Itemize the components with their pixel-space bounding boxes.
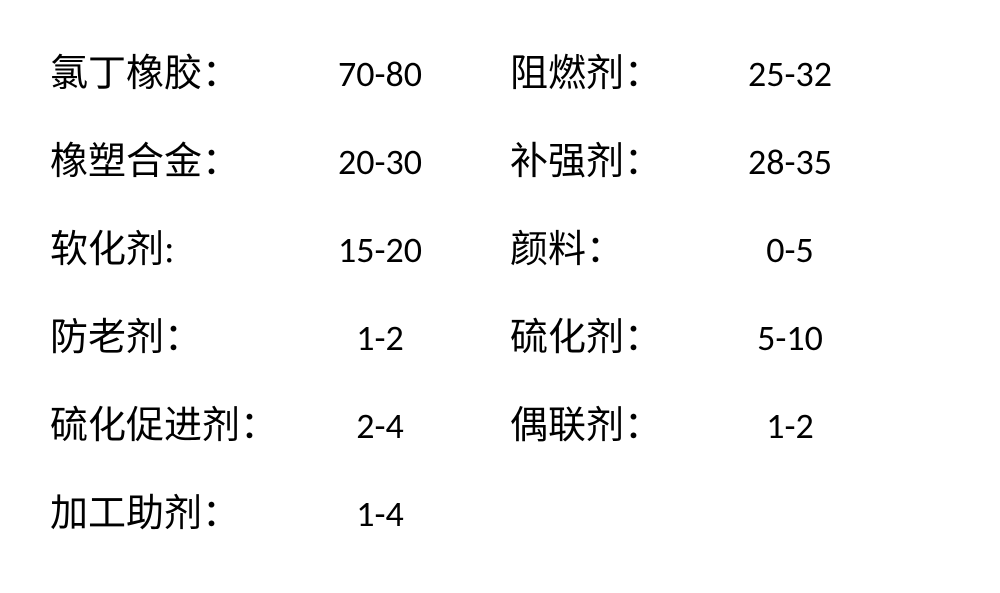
ingredient-label: 补强剂：: [510, 141, 662, 183]
ingredient-value: 1-4: [356, 492, 404, 536]
ingredient-label: 偶联剂：: [510, 405, 662, 447]
label-cell: [480, 470, 690, 558]
label-cell: 硫化剂：: [480, 294, 690, 382]
table-row: 软化剂: 15-20 颜料： 0-5: [50, 206, 950, 294]
ingredient-label: 阻燃剂：: [510, 53, 662, 95]
value-cell: 2-4: [280, 382, 480, 470]
label-cell: 阻燃剂：: [480, 30, 690, 118]
value-cell: 1-2: [690, 382, 890, 470]
table-row: 氯丁橡胶： 70-80 阻燃剂： 25-32: [50, 30, 950, 118]
table-row: 加工助剂： 1-4: [50, 470, 950, 558]
ingredient-label: 橡塑合金：: [50, 141, 240, 183]
ingredient-label: 防老剂：: [50, 317, 202, 359]
ingredient-label: 氯丁橡胶：: [50, 53, 240, 95]
label-cell: 偶联剂：: [480, 382, 690, 470]
ingredient-label: 加工助剂：: [50, 493, 240, 535]
ingredient-label: 硫化剂：: [510, 317, 662, 359]
ingredient-value: 20-30: [338, 140, 422, 184]
label-cell: 加工助剂：: [50, 470, 280, 558]
value-cell: 0-5: [690, 206, 890, 294]
ingredient-value: 15-20: [338, 228, 422, 272]
ingredient-value: 5-10: [757, 316, 823, 360]
label-cell: 补强剂：: [480, 118, 690, 206]
label-cell: 硫化促进剂：: [50, 382, 280, 470]
label-cell: 软化剂:: [50, 206, 280, 294]
table-row: 硫化促进剂： 2-4 偶联剂： 1-2: [50, 382, 950, 470]
ingredient-value: 1-2: [356, 316, 404, 360]
value-cell: 25-32: [690, 30, 890, 118]
value-cell: [690, 470, 890, 558]
value-cell: 15-20: [280, 206, 480, 294]
ingredient-label: 颜料：: [510, 229, 624, 271]
ingredient-label: 软化剂:: [50, 229, 175, 271]
table-row: 防老剂： 1-2 硫化剂： 5-10: [50, 294, 950, 382]
label-cell: 防老剂：: [50, 294, 280, 382]
value-cell: 1-4: [280, 470, 480, 558]
ingredient-table: 氯丁橡胶： 70-80 阻燃剂： 25-32 橡塑合金： 20-30 补强剂： …: [50, 30, 950, 558]
value-cell: 5-10: [690, 294, 890, 382]
label-cell: 颜料：: [480, 206, 690, 294]
value-cell: 1-2: [280, 294, 480, 382]
ingredient-value: 70-80: [338, 52, 422, 96]
ingredient-value: 0-5: [766, 228, 814, 272]
ingredient-label: 硫化促进剂：: [50, 405, 278, 447]
label-cell: 橡塑合金：: [50, 118, 280, 206]
table-row: 橡塑合金： 20-30 补强剂： 28-35: [50, 118, 950, 206]
label-cell: 氯丁橡胶：: [50, 30, 280, 118]
value-cell: 20-30: [280, 118, 480, 206]
value-cell: 28-35: [690, 118, 890, 206]
ingredient-value: 1-2: [766, 404, 814, 448]
ingredient-value: 2-4: [356, 404, 404, 448]
value-cell: 70-80: [280, 30, 480, 118]
ingredient-value: 25-32: [748, 52, 832, 96]
ingredient-value: 28-35: [748, 140, 832, 184]
